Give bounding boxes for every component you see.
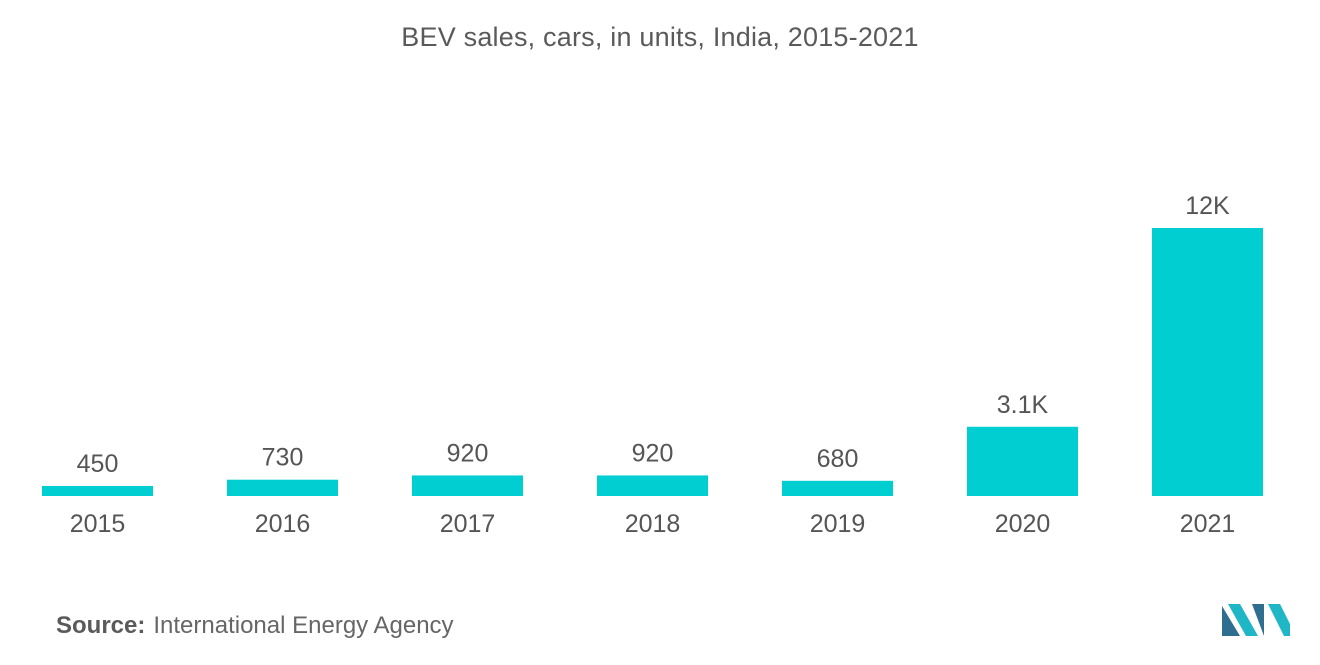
- data-label-2018: 920: [632, 439, 674, 467]
- bar-chart: 450 2015 730 2016 920 2017 920 2018 680 2019 3.1K 2…: [42, 192, 1263, 538]
- source-note: Source: International Energy Agency: [56, 612, 454, 640]
- brand-logo-icon: [1222, 604, 1290, 636]
- logo-shape-right-a: [1252, 604, 1264, 636]
- chart-title: BEV sales, cars, in units, India, 2015-2…: [401, 22, 919, 52]
- x-tick-label-2020: 2020: [995, 510, 1051, 538]
- logo-shape-mid: [1228, 604, 1258, 636]
- bar-2018: [597, 475, 708, 496]
- data-label-2017: 920: [447, 439, 489, 467]
- data-label-2019: 680: [817, 445, 859, 473]
- data-label-2021: 12K: [1185, 192, 1230, 220]
- bar-2020: [967, 426, 1078, 496]
- bar-2016: [227, 479, 338, 496]
- bar-2021: [1152, 228, 1263, 496]
- data-label-2015: 450: [77, 450, 119, 478]
- bar-2017: [412, 475, 523, 496]
- logo-shape-right-b: [1268, 604, 1290, 636]
- data-label-2016: 730: [262, 444, 304, 472]
- source-value: International Energy Agency: [153, 612, 454, 639]
- x-tick-label-2016: 2016: [255, 510, 311, 538]
- x-tick-label-2017: 2017: [440, 510, 496, 538]
- bar-2019: [782, 480, 893, 496]
- logo-shape-left: [1222, 606, 1240, 636]
- x-tick-label-2015: 2015: [70, 510, 126, 538]
- x-tick-label-2018: 2018: [625, 510, 681, 538]
- x-tick-label-2021: 2021: [1180, 510, 1236, 538]
- x-tick-label-2019: 2019: [810, 510, 866, 538]
- source-label: Source:: [56, 612, 146, 639]
- data-label-2020: 3.1K: [997, 391, 1049, 419]
- bar-2015: [42, 485, 153, 496]
